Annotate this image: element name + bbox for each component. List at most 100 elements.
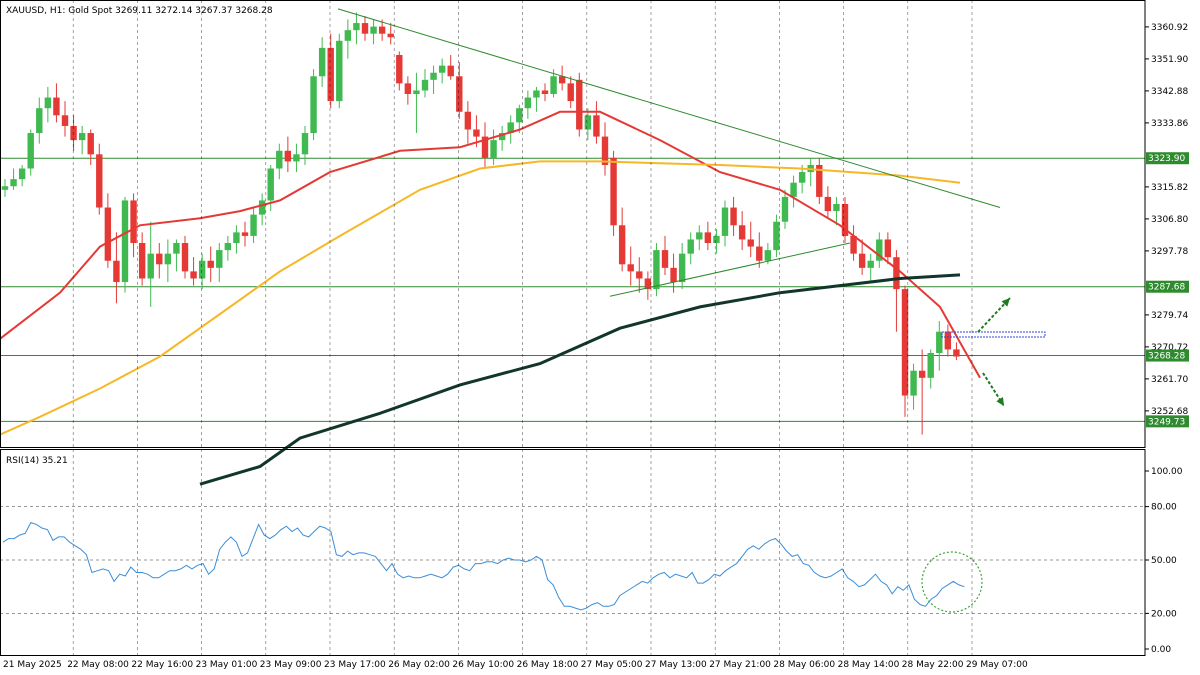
- candle-body[interactable]: [130, 200, 137, 244]
- candle-body[interactable]: [524, 97, 532, 109]
- candle-body[interactable]: [550, 76, 557, 95]
- candle-body[interactable]: [413, 90, 420, 95]
- candle-body[interactable]: [936, 331, 943, 353]
- candle-body[interactable]: [44, 97, 52, 109]
- candle-body[interactable]: [833, 203, 840, 212]
- candle-body[interactable]: [121, 200, 129, 283]
- candle-body[interactable]: [456, 76, 463, 112]
- candle-body[interactable]: [927, 352, 934, 378]
- candle-body[interactable]: [284, 150, 292, 162]
- candle-body[interactable]: [850, 235, 857, 254]
- candle-body[interactable]: [267, 168, 274, 201]
- range-box[interactable]: [941, 331, 1046, 338]
- candle-body[interactable]: [558, 76, 566, 84]
- candle-body[interactable]: [687, 239, 694, 254]
- candle-body[interactable]: [747, 239, 754, 247]
- candle-body[interactable]: [464, 111, 472, 130]
- candle-body[interactable]: [447, 65, 454, 77]
- candle-body[interactable]: [207, 260, 214, 268]
- candle-body[interactable]: [421, 79, 429, 91]
- candle-body[interactable]: [738, 225, 746, 240]
- candle-body[interactable]: [653, 250, 660, 290]
- candle-body[interactable]: [498, 133, 506, 141]
- candle-body[interactable]: [164, 253, 172, 265]
- descending-trendline[interactable]: [337, 8, 1001, 209]
- candle-body[interactable]: [798, 172, 806, 183]
- price-pane[interactable]: [0, 8, 1145, 486]
- candle-body[interactable]: [361, 23, 369, 34]
- candle-body[interactable]: [901, 289, 909, 396]
- candle-body[interactable]: [87, 133, 94, 155]
- candle-body[interactable]: [884, 239, 892, 258]
- candle-body[interactable]: [473, 129, 480, 137]
- candle-body[interactable]: [241, 232, 249, 236]
- candle-body[interactable]: [70, 125, 77, 141]
- candle-body[interactable]: [147, 253, 154, 279]
- candle-body[interactable]: [507, 122, 514, 134]
- candle-body[interactable]: [696, 232, 703, 240]
- candle-body[interactable]: [867, 260, 874, 268]
- candle-body[interactable]: [113, 260, 120, 283]
- rsi-line[interactable]: [2, 521, 965, 611]
- candle-body[interactable]: [618, 225, 626, 265]
- candle-body[interactable]: [96, 154, 103, 208]
- candle-body[interactable]: [104, 207, 112, 261]
- candle-body[interactable]: [670, 267, 677, 283]
- candle-body[interactable]: [327, 47, 334, 102]
- candle-body[interactable]: [438, 65, 446, 73]
- candle-body[interactable]: [584, 115, 592, 130]
- candle-body[interactable]: [258, 200, 266, 215]
- candle-body[interactable]: [301, 133, 309, 155]
- candle-body[interactable]: [841, 203, 849, 236]
- candle-body[interactable]: [78, 133, 86, 141]
- candle-body[interactable]: [876, 239, 883, 261]
- candle-body[interactable]: [678, 253, 686, 283]
- candle-body[interactable]: [353, 23, 360, 31]
- candle-body[interactable]: [593, 115, 600, 137]
- candle-body[interactable]: [636, 271, 643, 279]
- candle-body[interactable]: [858, 253, 866, 268]
- rsi-pane[interactable]: [0, 506, 1145, 614]
- ascending-trendline[interactable]: [609, 242, 851, 297]
- candle-body[interactable]: [824, 196, 832, 212]
- candle-body[interactable]: [36, 108, 43, 134]
- candle-body[interactable]: [156, 253, 163, 265]
- candle-body[interactable]: [756, 246, 763, 261]
- candle-body[interactable]: [610, 157, 617, 226]
- candle-body[interactable]: [198, 260, 206, 279]
- candle-body[interactable]: [490, 140, 497, 158]
- candle-body[interactable]: [516, 108, 523, 123]
- candle-body[interactable]: [713, 235, 720, 244]
- candle-body[interactable]: [790, 182, 797, 197]
- candle-body[interactable]: [293, 154, 300, 162]
- candle-body[interactable]: [704, 232, 712, 244]
- candle-body[interactable]: [918, 370, 926, 378]
- candle-body[interactable]: [430, 72, 437, 80]
- candle-body[interactable]: [721, 207, 729, 236]
- candle-body[interactable]: [773, 221, 780, 251]
- candle-body[interactable]: [344, 30, 352, 41]
- candle-body[interactable]: [310, 76, 317, 134]
- candle-body[interactable]: [910, 370, 917, 396]
- candle-body[interactable]: [944, 331, 952, 350]
- candle-body[interactable]: [730, 207, 737, 226]
- candle-body[interactable]: [576, 79, 583, 130]
- candle-body[interactable]: [601, 136, 609, 165]
- candle-body[interactable]: [61, 115, 69, 126]
- candle-body[interactable]: [893, 257, 900, 290]
- candle-body[interactable]: [336, 40, 343, 102]
- candle-body[interactable]: [216, 250, 223, 268]
- candle-body[interactable]: [533, 90, 540, 98]
- candle-body[interactable]: [370, 26, 377, 34]
- candle-body[interactable]: [661, 250, 669, 268]
- candle-body[interactable]: [233, 232, 240, 244]
- candle-body[interactable]: [396, 54, 403, 84]
- candle-body[interactable]: [567, 83, 574, 102]
- candle-body[interactable]: [10, 179, 17, 187]
- candle-body[interactable]: [481, 136, 489, 158]
- candle-body[interactable]: [250, 214, 257, 236]
- candle-body[interactable]: [541, 90, 549, 95]
- candle-body[interactable]: [318, 47, 326, 77]
- candle-body[interactable]: [816, 164, 823, 197]
